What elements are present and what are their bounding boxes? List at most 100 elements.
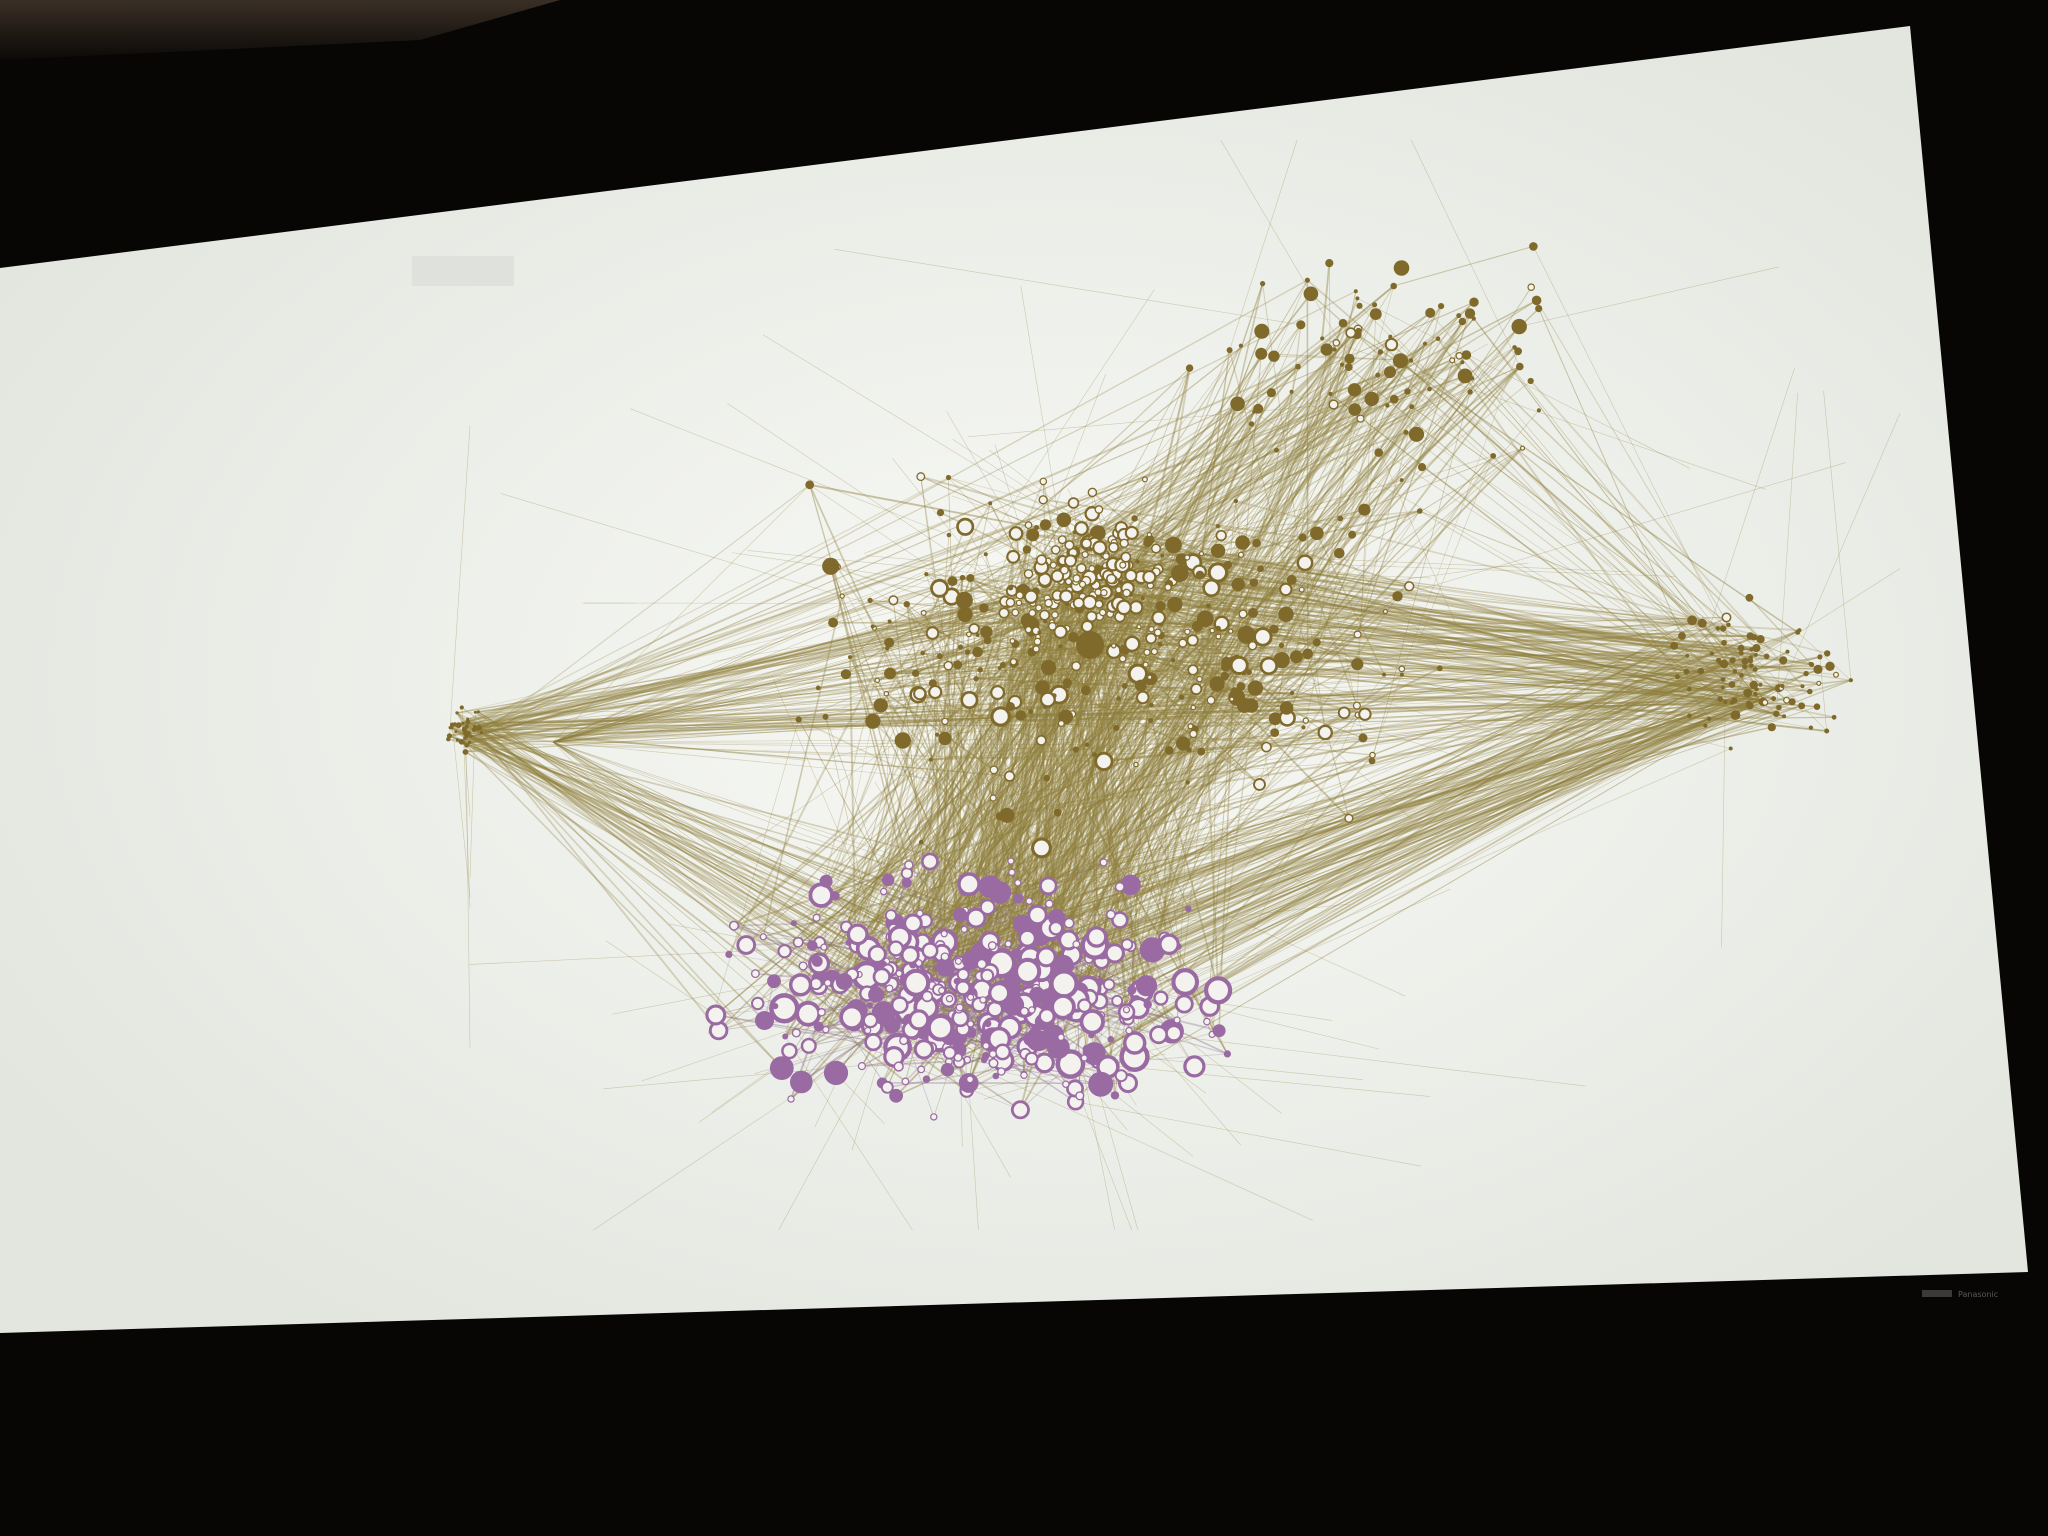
graph-edge <box>983 659 1784 1044</box>
graph-edge <box>880 502 991 706</box>
graph-edge <box>1107 328 1359 950</box>
graph-edge <box>1131 532 1232 632</box>
graph-node <box>454 730 458 734</box>
graph-edge <box>1130 575 1761 701</box>
graph-edge <box>1032 687 1780 1027</box>
graph-edge <box>1389 371 1761 701</box>
graph-node <box>979 899 996 916</box>
graph-node <box>1067 497 1080 509</box>
graph-edge <box>1073 636 1761 701</box>
graph-node <box>946 532 952 538</box>
graph-node <box>455 722 462 729</box>
graph-node <box>1317 724 1333 741</box>
graph-edge <box>1211 587 1742 654</box>
graph-node <box>476 710 480 714</box>
graph-edge <box>1296 656 1754 686</box>
graph-node <box>1185 364 1194 372</box>
graph-edge <box>964 526 1073 715</box>
graph-node <box>1752 644 1761 653</box>
graph-edge <box>1266 660 1746 748</box>
graph-node <box>959 574 966 581</box>
graph-node <box>1039 519 1052 531</box>
graph-node <box>1171 968 1200 996</box>
graph-node <box>1289 690 1295 696</box>
graph-node <box>1058 644 1063 649</box>
graph-node <box>1072 940 1081 949</box>
graph-node <box>1119 538 1129 548</box>
graph-edge <box>970 733 1194 961</box>
graph-edge <box>1137 661 1227 675</box>
graph-node <box>1012 914 1032 934</box>
graph-edge <box>452 723 1191 728</box>
graph-node <box>865 713 881 729</box>
graph-edge <box>989 567 1099 888</box>
graph-edge <box>855 568 1093 946</box>
graph-edge <box>471 581 1076 737</box>
graph-edge <box>449 425 471 736</box>
graph-edge <box>890 359 1412 970</box>
graph-edge <box>449 601 1020 737</box>
graph-edge <box>1107 342 1337 950</box>
graph-node <box>1080 1054 1088 1062</box>
graph-node <box>822 713 829 720</box>
graph-node <box>1231 687 1238 695</box>
graph-node <box>1369 308 1382 320</box>
graph-node <box>1750 634 1758 641</box>
graph-edge <box>793 699 1761 924</box>
graph-edge <box>1110 598 1144 915</box>
graph-node <box>1687 713 1692 719</box>
graph-edge <box>1061 663 1358 725</box>
graph-node <box>823 979 832 987</box>
graph-edge <box>552 685 1803 743</box>
graph-edge <box>1469 313 1742 676</box>
graph-edge <box>1112 486 1153 607</box>
graph-edge <box>552 737 1363 743</box>
graph-edge <box>1056 574 1201 918</box>
graph-node <box>1320 343 1333 356</box>
graph-node <box>1023 589 1039 604</box>
graph-edge <box>923 607 984 614</box>
graph-edge <box>462 534 1033 743</box>
graph-edge <box>999 517 1341 817</box>
graph-node <box>1051 610 1059 619</box>
graph-edge <box>1000 612 1033 964</box>
graph-node <box>1726 622 1731 627</box>
ceiling-area <box>0 0 560 60</box>
graph-node <box>1136 684 1141 689</box>
graph-edge <box>1032 342 1337 536</box>
graph-node <box>1075 1091 1085 1101</box>
graph-node <box>1034 1052 1055 1074</box>
graph-edge <box>552 574 1117 743</box>
graph-node <box>1149 1025 1169 1045</box>
graph-node <box>1302 717 1310 724</box>
graph-node <box>1435 336 1441 342</box>
graph-edge <box>1019 715 1690 1013</box>
graph-edge <box>463 702 1749 725</box>
graph-node <box>965 965 972 972</box>
graph-edge <box>1108 479 1146 751</box>
graph-edge <box>466 279 1308 746</box>
graph-node <box>989 765 999 775</box>
graph-edge <box>987 694 1060 908</box>
graph-edge <box>1731 656 1767 685</box>
graph-node <box>953 660 963 670</box>
graph-edge <box>1098 591 1729 626</box>
graph-node <box>1122 1031 1147 1055</box>
graph-edge <box>478 727 554 743</box>
graph-node <box>1145 632 1157 645</box>
graph-edge <box>989 589 1071 973</box>
graph-edge <box>1041 565 1761 701</box>
graph-node <box>987 941 997 951</box>
graph-edge <box>880 704 1373 756</box>
graph-node <box>1392 353 1409 369</box>
graph-edge <box>1371 391 1471 761</box>
graph-edge <box>1221 623 1802 707</box>
graph-edge <box>977 391 1408 636</box>
graph-node <box>1150 647 1159 656</box>
graph-node <box>777 944 792 959</box>
graph-edge <box>1220 139 1350 359</box>
graph-node <box>813 1021 824 1032</box>
graph-node <box>1348 530 1357 539</box>
graph-node <box>1039 876 1058 896</box>
